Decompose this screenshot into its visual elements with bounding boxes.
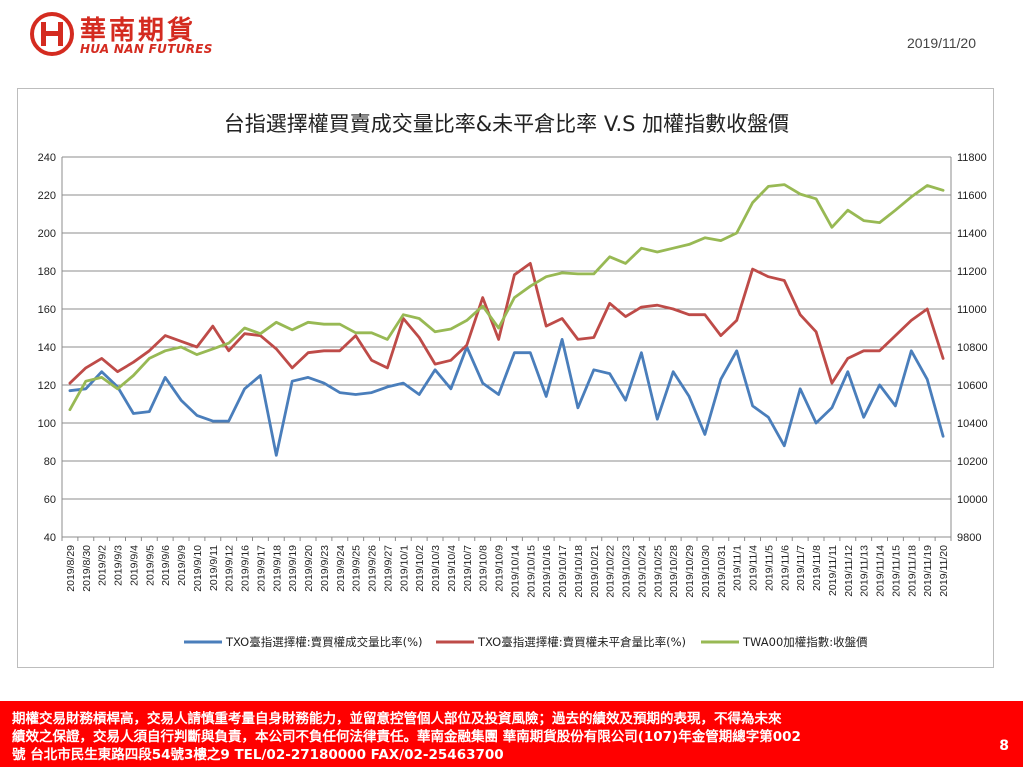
series-line-3	[68, 183, 945, 412]
x-tick-label: 2019/9/9	[176, 545, 188, 586]
y-right-tick-label: 10200	[957, 456, 988, 468]
legend-label-3: TWA00加權指數:收盤價	[742, 635, 868, 649]
x-tick-label: 2019/9/20	[303, 545, 315, 592]
y-right-tick-label: 10600	[957, 380, 988, 392]
x-tick-label: 2019/10/2	[414, 545, 426, 592]
disclaimer-line-3: 號 台北市民生東路四段54號3樓之9 TEL/02-27180000 FAX/0…	[12, 747, 504, 763]
x-tick-label: 2019/9/23	[319, 545, 331, 592]
x-tick-label: 2019/10/15	[525, 545, 537, 598]
x-tick-label: 2019/11/14	[875, 545, 887, 597]
y-left-tick-label: 240	[38, 152, 56, 164]
y-right-tick-label: 11600	[957, 190, 987, 202]
x-tick-label: 2019/9/5	[144, 545, 156, 586]
disclaimer-line-2: 績效之保證，交易人須自行判斷與負責，本公司不負任何法律責任。華南金融集團 華南期…	[12, 729, 801, 745]
x-tick-label: 2019/10/8	[478, 545, 490, 592]
y-left-tick-label: 180	[38, 266, 56, 278]
x-tick-label: 2019/9/12	[224, 545, 236, 592]
chart-title: 台指選擇權買賣成交量比率&未平倉比率 V.S 加權指數收盤價	[224, 112, 789, 136]
x-tick-label: 2019/11/12	[843, 545, 855, 597]
x-tick-label: 2019/11/13	[859, 545, 871, 597]
x-tick-label: 2019/10/1	[398, 545, 410, 592]
x-tick-label: 2019/11/6	[779, 545, 791, 591]
x-tick-label: 2019/10/22	[605, 545, 617, 598]
x-tick-label: 2019/9/24	[335, 545, 347, 592]
x-tick-label: 2019/10/31	[716, 545, 728, 598]
x-tick-label: 2019/10/7	[462, 545, 474, 592]
x-tick-label: 2019/10/28	[668, 545, 680, 598]
y-left-tick-label: 160	[38, 304, 56, 316]
x-tick-label: 2019/11/5	[763, 545, 775, 591]
y-left-tick-label: 120	[38, 380, 56, 392]
y-right-tick-label: 9800	[957, 532, 981, 544]
hua-nan-logo-icon	[30, 12, 74, 56]
series-line-1	[68, 337, 945, 457]
y-right-tick-label: 11800	[957, 152, 987, 164]
logo-english-name: HUA NAN FUTURES	[80, 42, 213, 56]
y-left-tick-label: 80	[44, 456, 56, 468]
legend-label-2: TXO臺指選擇權:賣買權未平倉量比率(%)	[477, 635, 686, 649]
y-right-tick-label: 11000	[957, 304, 987, 316]
y-left-tick-label: 140	[38, 342, 56, 354]
x-tick-label: 2019/11/11	[827, 545, 839, 596]
footer-disclaimer-bar: 期權交易財務槓桿高，交易人請慎重考量自身財務能力，並留意控管個人部位及投資風險；…	[0, 701, 1023, 767]
x-tick-label: 2019/10/25	[652, 545, 664, 598]
page-number: 8	[999, 738, 1009, 754]
x-tick-label: 2019/11/15	[890, 545, 902, 597]
x-tick-label: 2019/9/25	[351, 545, 363, 592]
x-tick-label: 2019/10/21	[589, 545, 601, 598]
x-tick-label: 2019/9/6	[160, 545, 172, 586]
y-left-tick-label: 220	[38, 190, 56, 202]
y-right-tick-label: 10800	[957, 342, 988, 354]
x-tick-label: 2019/11/1	[732, 545, 744, 591]
x-tick-label: 2019/9/10	[192, 545, 204, 592]
x-tick-label: 2019/9/19	[287, 545, 299, 592]
line-chart: 台指選擇權買賣成交量比率&未平倉比率 V.S 加權指數收盤價 40 60 80 100 1…	[38, 112, 988, 649]
y-left-tick-label: 100	[38, 418, 56, 430]
x-tick-label: 2019/9/18	[271, 545, 283, 592]
x-tick-label: 2019/11/18	[906, 545, 918, 597]
y-left-tick-label: 200	[38, 228, 56, 240]
x-tick-label: 2019/11/7	[795, 545, 807, 591]
x-tick-label: 2019/8/29	[65, 545, 77, 592]
x-tick-label: 2019/9/3	[113, 545, 125, 586]
report-date: 2019/11/20	[906, 35, 976, 51]
x-tick-label: 2019/11/4	[748, 545, 760, 591]
x-tick-label: 2019/11/19	[922, 545, 934, 597]
legend-label-1: TXO臺指選擇權:賣買權成交量比率(%)	[225, 635, 423, 649]
chart-container: 台指選擇權買賣成交量比率&未平倉比率 V.S 加權指數收盤價 40 60 80 100 1…	[17, 88, 994, 668]
series-line-2	[68, 261, 945, 385]
x-tick-label: 2019/10/9	[494, 545, 506, 592]
y-right-tick-label: 10400	[957, 418, 988, 430]
x-tick-label: 2019/9/2	[97, 545, 109, 586]
x-tick-label: 2019/10/30	[700, 545, 712, 598]
x-tick-label: 2019/8/30	[81, 545, 93, 592]
x-tick-label: 2019/10/3	[430, 545, 442, 592]
x-tick-label: 2019/10/14	[509, 545, 521, 598]
x-tick-label: 2019/10/17	[557, 545, 569, 598]
y-right-tick-label: 11400	[957, 228, 987, 240]
x-tick-label: 2019/10/23	[621, 545, 633, 598]
x-tick-label: 2019/11/8	[811, 545, 823, 591]
y-left-tick-label: 60	[44, 494, 56, 506]
x-tick-label: 2019/9/27	[382, 545, 394, 592]
x-tick-label: 2019/9/16	[240, 545, 252, 592]
x-tick-label: 2019/9/4	[128, 545, 140, 586]
disclaimer-text: 期權交易財務槓桿高，交易人請慎重考量自身財務能力，並留意控管個人部位及投資風險；…	[12, 710, 942, 764]
company-logo: 華南期貨 HUA NAN FUTURES	[30, 10, 230, 62]
x-tick-label: 2019/10/29	[684, 545, 696, 598]
x-tick-label: 2019/9/11	[208, 545, 220, 591]
x-tick-label: 2019/10/16	[541, 545, 553, 598]
y-right-tick-label: 11200	[957, 266, 987, 278]
x-tick-label: 2019/11/20	[938, 545, 950, 597]
x-tick-label: 2019/10/18	[573, 545, 585, 598]
x-tick-label: 2019/10/24	[636, 545, 648, 598]
x-tick-label: 2019/9/17	[255, 545, 267, 592]
disclaimer-line-1: 期權交易財務槓桿高，交易人請慎重考量自身財務能力，並留意控管個人部位及投資風險；…	[12, 711, 782, 727]
y-right-tick-label: 10000	[957, 494, 988, 506]
y-left-tick-label: 40	[44, 532, 56, 544]
x-tick-label: 2019/9/26	[367, 545, 379, 592]
logo-chinese-name: 華南期貨	[80, 16, 197, 46]
x-tick-label: 2019/10/4	[446, 545, 458, 592]
